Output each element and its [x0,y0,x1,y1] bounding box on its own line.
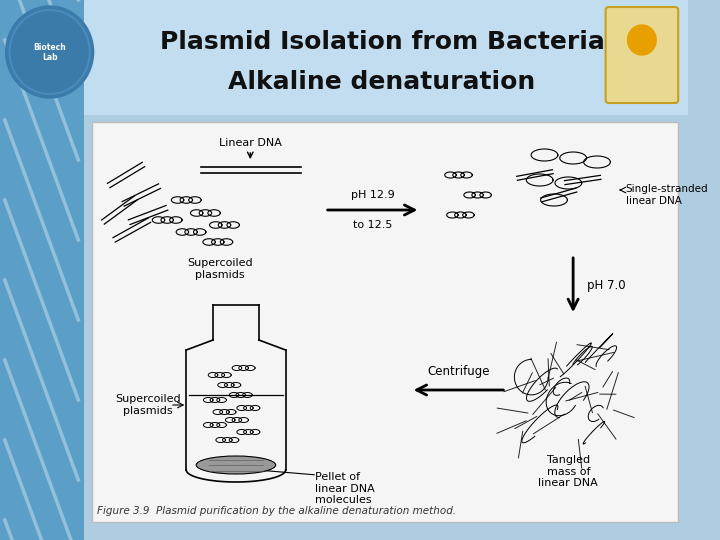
Text: Alkaline denaturation: Alkaline denaturation [228,70,536,94]
Text: Centrifuge: Centrifuge [427,365,490,378]
Ellipse shape [196,456,276,474]
Text: Linear DNA: Linear DNA [219,138,282,148]
Text: Biotech: Biotech [33,44,66,52]
Text: Lab: Lab [42,52,58,62]
Circle shape [628,25,656,55]
FancyBboxPatch shape [606,7,678,103]
Text: Supercoiled
plasmids: Supercoiled plasmids [115,394,181,416]
Text: pH 7.0: pH 7.0 [588,279,626,292]
Bar [84,0,688,115]
Text: to 12.5: to 12.5 [353,220,392,230]
Text: Pellet of
linear DNA
molecules: Pellet of linear DNA molecules [315,472,375,505]
Bar [91,122,678,522]
Bar [0,0,84,540]
Text: Plasmid Isolation from Bacteria: Plasmid Isolation from Bacteria [160,30,605,54]
Circle shape [6,6,94,98]
Text: Supercoiled
plasmids: Supercoiled plasmids [187,258,253,280]
Text: Tangled
mass of
linear DNA: Tangled mass of linear DNA [539,455,598,488]
Text: Figure 3.9  Plasmid purification by the alkaline denaturation method.: Figure 3.9 Plasmid purification by the a… [97,506,456,516]
Text: pH 12.9: pH 12.9 [351,190,395,200]
Text: Single-stranded
linear DNA: Single-stranded linear DNA [626,184,708,206]
